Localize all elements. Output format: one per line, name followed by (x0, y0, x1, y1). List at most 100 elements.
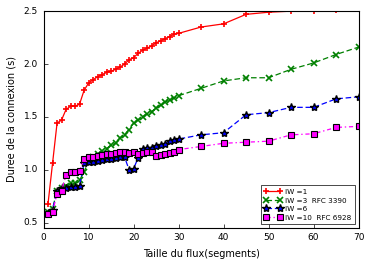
IW =10  RFC 6928 (82, 157, 86, 161)
IW =1 (118, 66, 122, 69)
IW =10  RFC 6928 (289, 133, 293, 136)
IW =1 (86, 81, 91, 85)
IW =1 (113, 68, 118, 71)
IW =6 (55, 189, 59, 192)
IW =6 (289, 106, 293, 109)
IW =3  RFC 3390 (221, 79, 226, 82)
IW =3  RFC 3390 (113, 142, 118, 145)
IW =1 (199, 26, 203, 29)
IW =10  RFC 6928 (266, 140, 271, 143)
IW =6 (68, 185, 73, 188)
IW =3  RFC 3390 (158, 104, 163, 107)
IW =1 (122, 63, 127, 66)
IW =10  RFC 6928 (140, 151, 145, 154)
IW =10  RFC 6928 (221, 142, 226, 145)
IW =6 (167, 140, 172, 143)
IW =6 (154, 145, 158, 148)
IW =10  RFC 6928 (100, 153, 104, 156)
IW =3  RFC 3390 (82, 170, 86, 173)
IW =10  RFC 6928 (158, 153, 163, 156)
IW =6 (122, 155, 127, 159)
IW =1 (334, 9, 338, 12)
IW =1 (77, 103, 82, 106)
IW =6 (104, 157, 109, 161)
IW =10  RFC 6928 (122, 150, 127, 153)
IW =1 (357, 7, 361, 11)
IW =3  RFC 3390 (77, 179, 82, 182)
IW =6 (113, 156, 118, 160)
IW =1 (59, 118, 64, 122)
IW =3  RFC 3390 (199, 87, 203, 90)
IW =1 (104, 71, 109, 74)
IW =10  RFC 6928 (113, 151, 118, 154)
IW =1 (55, 122, 59, 125)
IW =1 (109, 70, 113, 73)
IW =6 (46, 211, 50, 215)
IW =1 (46, 202, 50, 205)
IW =6 (244, 113, 248, 116)
IW =3  RFC 3390 (68, 182, 73, 185)
IW =6 (86, 161, 91, 164)
IW =3  RFC 3390 (136, 118, 140, 122)
IW =6 (77, 184, 82, 187)
IW =10  RFC 6928 (95, 154, 100, 157)
IW =6 (136, 156, 140, 160)
IW =10  RFC 6928 (167, 151, 172, 154)
IW =10  RFC 6928 (334, 126, 338, 129)
IW =3  RFC 3390 (55, 189, 59, 192)
IW =10  RFC 6928 (150, 150, 154, 153)
Legend: IW =1, IW =3  RFC 3390, IW =6, IW =10  RFC 6928: IW =1, IW =3 RFC 3390, IW =6, IW =10 RFC… (260, 185, 355, 224)
IW =1 (140, 49, 145, 52)
IW =6 (91, 161, 95, 164)
IW =3  RFC 3390 (289, 68, 293, 71)
IW =10  RFC 6928 (64, 173, 68, 177)
IW =3  RFC 3390 (118, 136, 122, 140)
IW =3  RFC 3390 (266, 76, 271, 79)
IW =3  RFC 3390 (50, 207, 55, 210)
IW =1 (266, 11, 271, 14)
IW =1 (50, 162, 55, 165)
IW =6 (64, 186, 68, 189)
IW =6 (59, 186, 64, 189)
IW =10  RFC 6928 (77, 169, 82, 172)
IW =6 (100, 159, 104, 162)
IW =6 (73, 185, 77, 188)
IW =1 (131, 56, 136, 59)
IW =1 (244, 13, 248, 16)
IW =3  RFC 3390 (140, 115, 145, 118)
IW =10  RFC 6928 (172, 150, 176, 153)
X-axis label: Taille du flux(segments): Taille du flux(segments) (142, 249, 259, 259)
IW =1 (145, 47, 149, 50)
IW =10  RFC 6928 (91, 155, 95, 159)
IW =6 (311, 106, 316, 109)
IW =10  RFC 6928 (50, 210, 55, 214)
IW =10  RFC 6928 (145, 150, 149, 153)
IW =6 (109, 157, 113, 161)
IW =3  RFC 3390 (172, 96, 176, 99)
IW =10  RFC 6928 (68, 170, 73, 173)
IW =6 (334, 97, 338, 101)
IW =1 (73, 105, 77, 108)
IW =6 (140, 147, 145, 150)
IW =10  RFC 6928 (311, 132, 316, 135)
IW =10  RFC 6928 (163, 152, 167, 155)
IW =1 (167, 35, 172, 38)
IW =6 (199, 133, 203, 136)
IW =10  RFC 6928 (136, 152, 140, 155)
IW =10  RFC 6928 (176, 148, 181, 151)
IW =3  RFC 3390 (150, 110, 154, 113)
IW =6 (118, 155, 122, 159)
IW =3  RFC 3390 (176, 94, 181, 97)
IW =1 (176, 32, 181, 35)
IW =6 (266, 111, 271, 114)
IW =10  RFC 6928 (86, 155, 91, 159)
IW =3  RFC 3390 (86, 160, 91, 163)
IW =10  RFC 6928 (104, 152, 109, 155)
IW =3  RFC 3390 (311, 61, 316, 65)
IW =3  RFC 3390 (122, 133, 127, 136)
IW =3  RFC 3390 (127, 128, 131, 131)
IW =10  RFC 6928 (46, 213, 50, 216)
Line: IW =3  RFC 3390: IW =3 RFC 3390 (45, 44, 362, 215)
Line: IW =1: IW =1 (45, 6, 362, 207)
IW =3  RFC 3390 (357, 45, 361, 49)
